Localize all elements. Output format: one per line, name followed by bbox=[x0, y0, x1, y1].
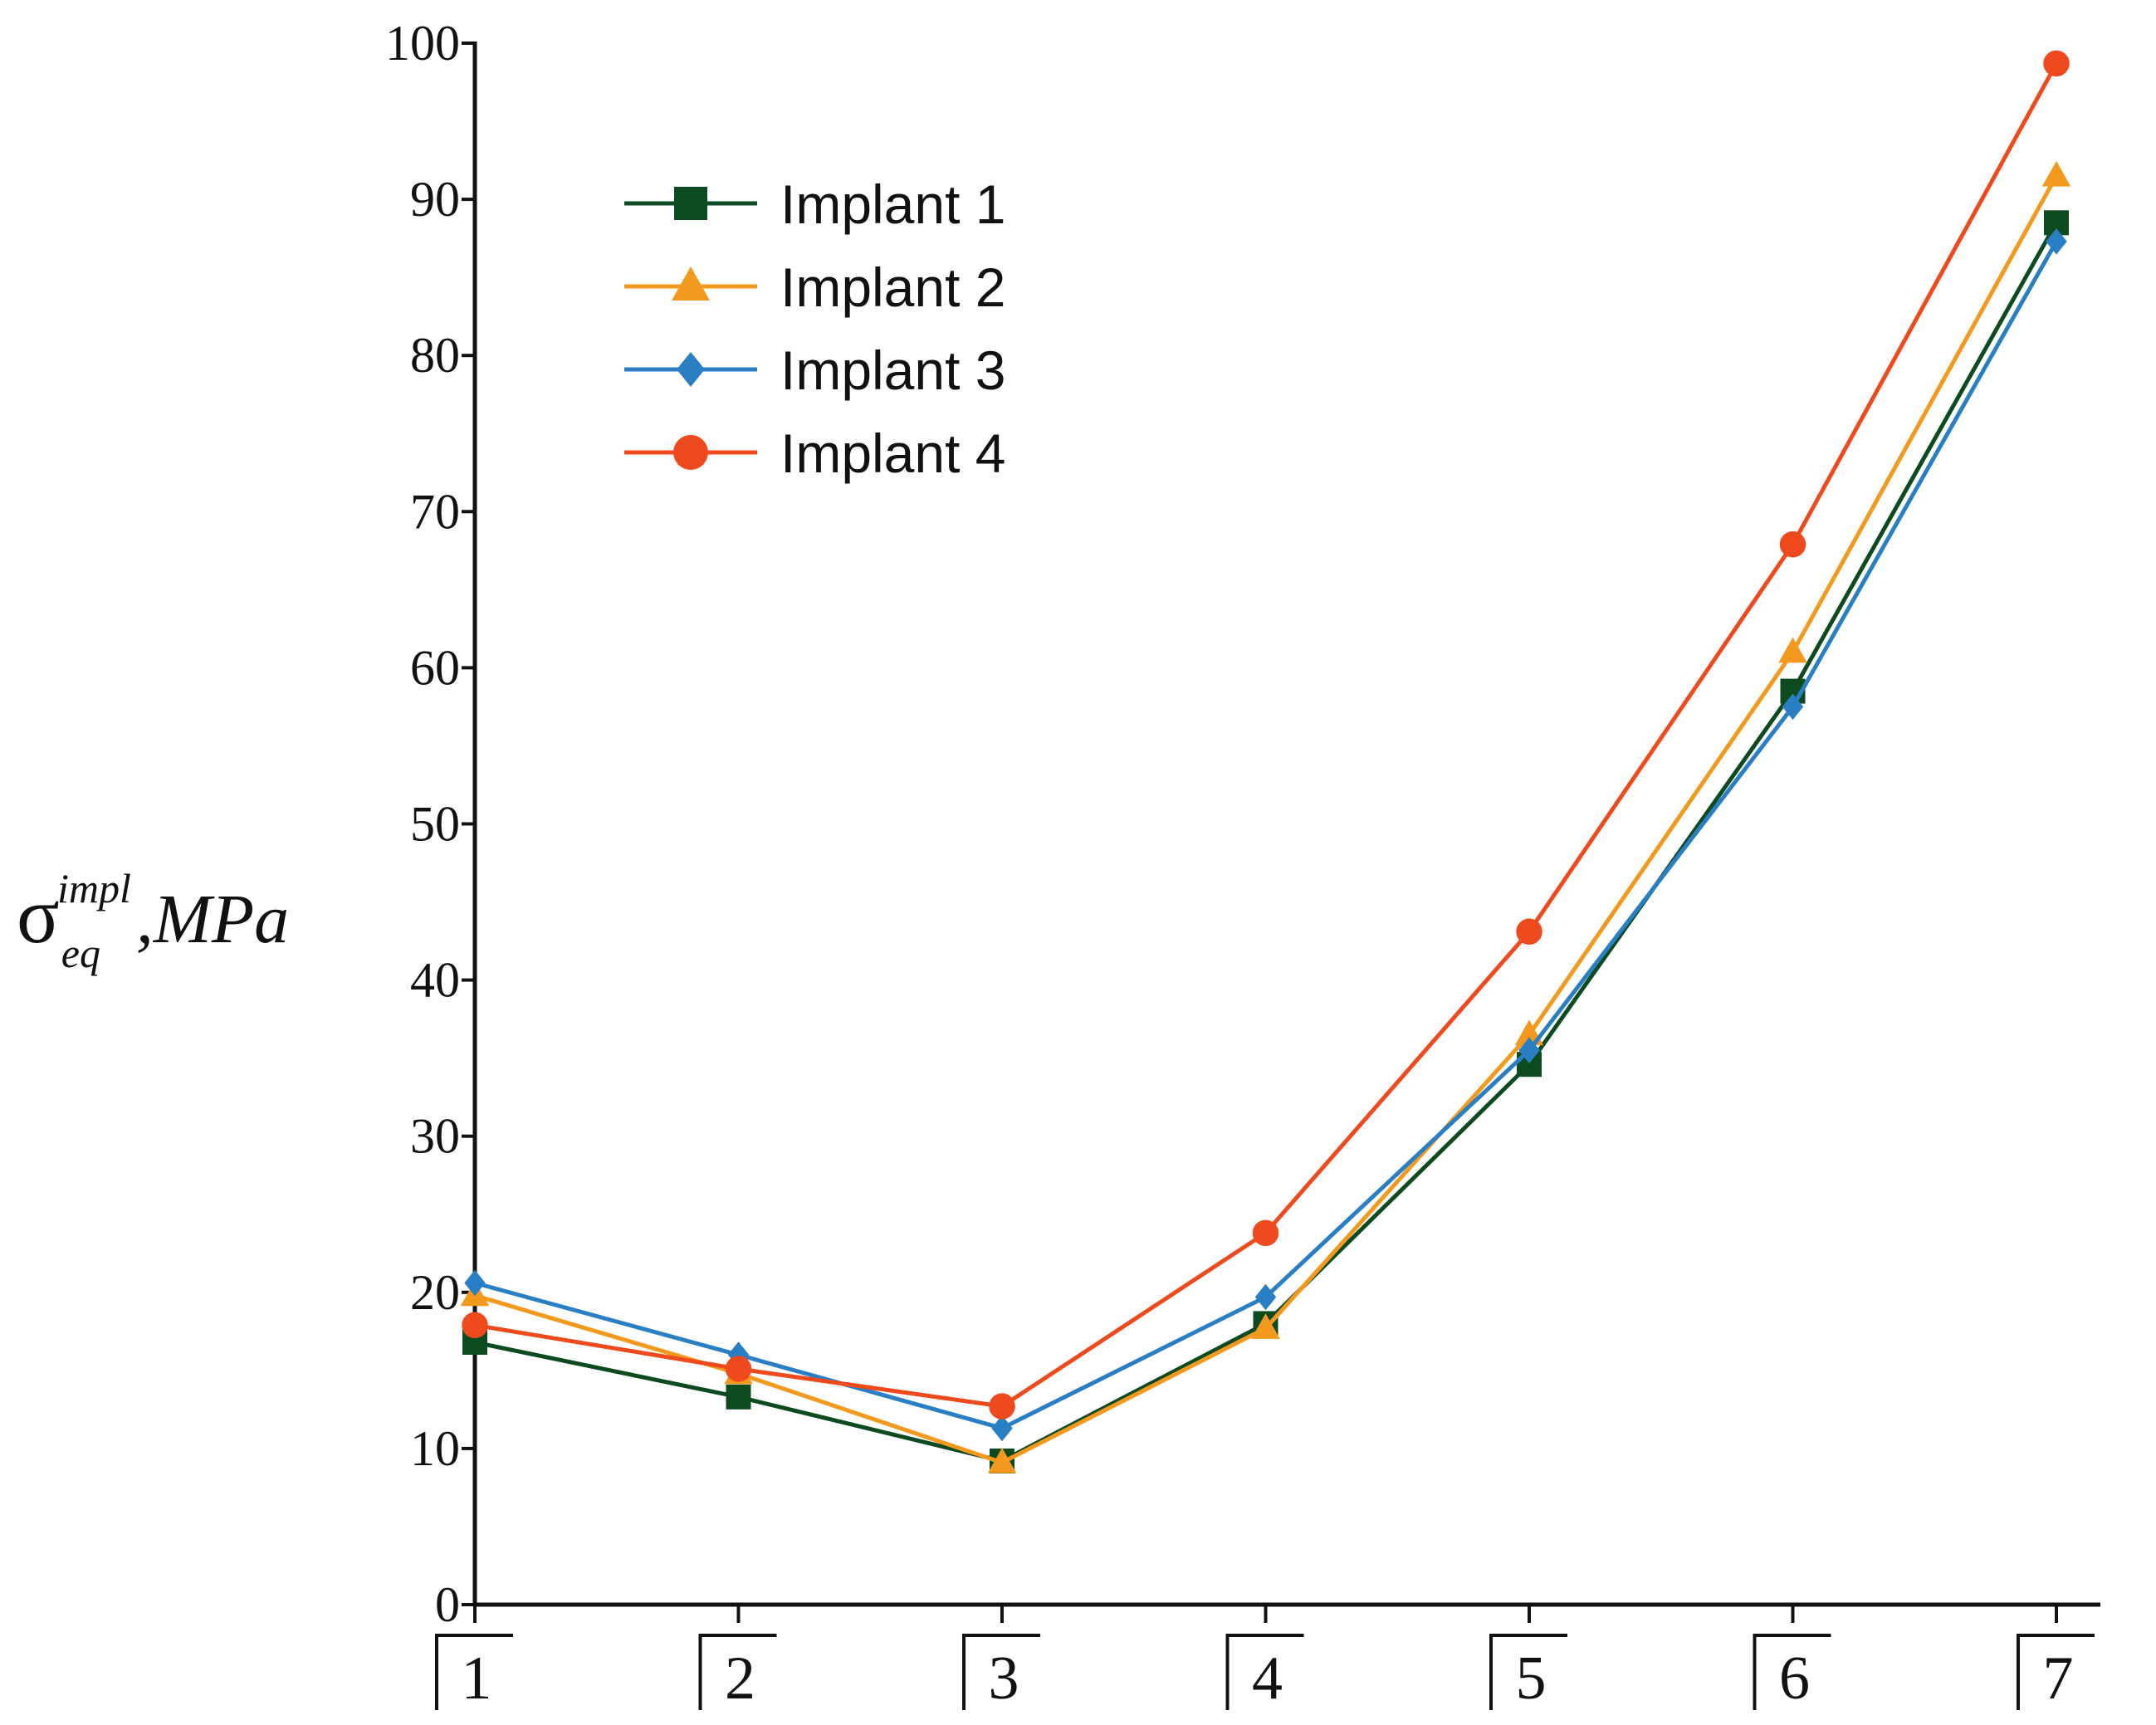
legend: Implant 1 Implant 2 Implant 3 Implant 4 bbox=[624, 173, 1005, 484]
legend-entry: Implant 3 bbox=[624, 340, 1005, 401]
x-tick-label: 2 bbox=[725, 1644, 755, 1713]
y-tick-label: 60 bbox=[410, 640, 460, 695]
y-tick-label: 100 bbox=[385, 16, 460, 71]
data-point bbox=[1251, 1313, 1280, 1339]
legend-label: Implant 2 bbox=[780, 257, 1005, 318]
series-group bbox=[460, 50, 2071, 1473]
legend-marker bbox=[673, 435, 708, 470]
y-tick-label: 0 bbox=[435, 1577, 460, 1632]
legend-entry: Implant 1 bbox=[624, 173, 1005, 235]
y-axis-label-symbol: σ bbox=[17, 871, 60, 960]
data-point bbox=[1516, 918, 1542, 946]
y-axis-label-unit: ,MPa bbox=[136, 881, 289, 958]
x-category-bracket bbox=[1753, 1634, 1831, 1710]
y-tick-label: 70 bbox=[410, 484, 460, 539]
data-point bbox=[1518, 1037, 1540, 1063]
y-tick-label: 40 bbox=[410, 953, 460, 1008]
series-3 bbox=[464, 228, 2067, 1442]
axes bbox=[472, 42, 2100, 1607]
series-4 bbox=[462, 50, 2070, 1420]
data-point bbox=[1778, 637, 1807, 663]
y-tick-label: 30 bbox=[410, 1109, 460, 1164]
legend-label: Implant 1 bbox=[780, 173, 1005, 235]
data-point bbox=[464, 1269, 486, 1297]
legend-entry: Implant 4 bbox=[624, 423, 1005, 484]
svg-text:σ eq impl ,M: σ eq impl ,MPa bbox=[17, 865, 289, 976]
data-point bbox=[987, 1447, 1017, 1473]
x-category-bracket bbox=[698, 1634, 777, 1710]
series-line bbox=[474, 62, 2059, 1409]
y-axis-label-subscript: eq bbox=[61, 930, 100, 976]
y-ticks: 0 10 20 30 40 50 60 70 80 90 100 bbox=[385, 16, 475, 1632]
x-tick-label: 1 bbox=[462, 1644, 492, 1713]
data-point bbox=[726, 1384, 751, 1410]
x-category-bracket bbox=[1225, 1634, 1304, 1710]
series-line bbox=[474, 222, 2059, 1464]
x-ticks: 1 2 3 4 5 6 7 bbox=[435, 1605, 2095, 1713]
series-2 bbox=[460, 160, 2071, 1473]
legend-marker bbox=[674, 187, 707, 220]
data-point bbox=[989, 1393, 1015, 1420]
data-point bbox=[1779, 531, 1806, 558]
data-point bbox=[1252, 1219, 1279, 1247]
x-category-bracket bbox=[1489, 1634, 1567, 1710]
legend-entry: Implant 2 bbox=[624, 257, 1005, 318]
x-category-bracket bbox=[2017, 1634, 2095, 1710]
series-line bbox=[474, 240, 2059, 1431]
data-point bbox=[1782, 693, 1804, 721]
x-tick-label: 4 bbox=[1252, 1644, 1283, 1713]
y-axis-label: σ eq impl ,MPa bbox=[17, 865, 289, 976]
x-tick-label: 7 bbox=[2043, 1644, 2074, 1713]
x-tick-label: 6 bbox=[1779, 1644, 1810, 1713]
x-tick-label: 5 bbox=[1516, 1644, 1547, 1713]
legend-label: Implant 4 bbox=[780, 423, 1005, 484]
data-point bbox=[2041, 160, 2071, 187]
legend-marker bbox=[677, 352, 705, 387]
data-point bbox=[725, 1356, 752, 1382]
legend-label: Implant 3 bbox=[780, 340, 1005, 401]
legend-marker bbox=[672, 266, 710, 301]
data-point bbox=[2043, 50, 2070, 77]
y-tick-label: 20 bbox=[410, 1265, 460, 1320]
x-tick-label: 3 bbox=[989, 1644, 1019, 1713]
x-category-bracket bbox=[962, 1634, 1040, 1710]
data-point bbox=[462, 1312, 488, 1339]
y-tick-label: 50 bbox=[410, 797, 460, 852]
data-point bbox=[2046, 228, 2067, 255]
x-category-bracket bbox=[435, 1634, 513, 1710]
data-point bbox=[991, 1415, 1013, 1442]
y-axis-label-superscript: impl bbox=[57, 865, 131, 911]
y-tick-label: 80 bbox=[410, 328, 460, 383]
y-tick-label: 90 bbox=[410, 172, 460, 227]
data-point bbox=[1254, 1283, 1277, 1311]
y-tick-label: 10 bbox=[410, 1421, 460, 1476]
